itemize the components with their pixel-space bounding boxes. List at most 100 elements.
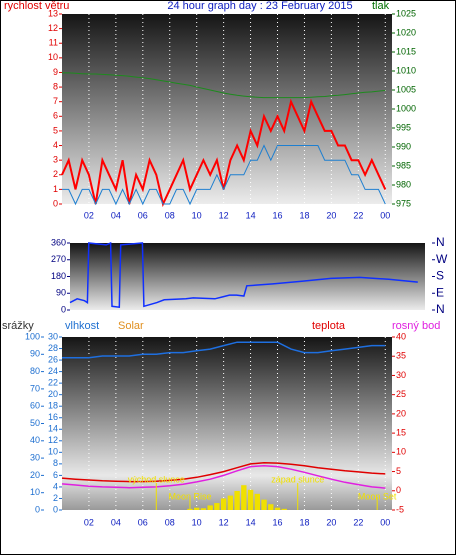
x-tick-label: 22 [353,517,363,527]
y-tick-label: 1000 [396,103,416,113]
y-tick-label: 20 [396,408,406,418]
y-tick-label: 40 [396,331,406,341]
solar-bar [247,489,254,510]
y-tick-label: 80 [30,366,40,376]
y-tick-label: 4 [53,140,58,150]
y-tick-label: 2 [53,169,58,179]
y-tick-label: 2 [53,493,58,503]
y-tick-label: 100 [25,331,40,341]
annotation: západ slunce [271,474,324,484]
y-tick-label: 990 [396,141,411,151]
y-tick-label: 1005 [396,84,416,94]
y-tick-label: N [436,235,445,249]
solar-bar [227,495,234,510]
series-line [62,144,386,206]
series-line [62,72,386,99]
plot-area [70,243,425,310]
x-tick-label: 12 [219,517,229,527]
solar-bar [261,499,267,510]
y-tick-label: E [436,285,444,299]
y-tick-label: 0 [35,504,40,514]
y-tick-label: 90 [30,349,40,359]
y-tick-label: 70 [30,383,40,393]
solar-bar [268,504,274,510]
y-tick-label: 30 [30,452,40,462]
y-tick-label: 20 [30,470,40,480]
y-tick-label: 360 [51,237,66,247]
x-tick-label: 20 [326,517,336,527]
y-tick-label: 985 [396,160,411,170]
y-tick-label: 30 [48,331,58,341]
x-tick-label: 14 [246,517,256,527]
x-tick-label: 00 [380,210,390,220]
x-tick-label: 12 [219,210,229,220]
y-tick-label: 0 [53,504,58,514]
y-tick-label: 0 [61,304,66,314]
y-tick-label: 13 [48,8,58,18]
series-line [69,241,418,309]
x-tick-label: 08 [165,210,175,220]
x-tick-label: 18 [299,210,309,220]
y-tick-label: -5 [396,504,404,514]
y-tick-label: 4 [53,481,58,491]
solar-bar [207,505,213,510]
y-tick-label: 180 [51,271,66,281]
y-tick-label: 5 [53,125,58,135]
y-tick-label: 1025 [396,8,416,18]
series-line [62,341,386,359]
solar-bar [200,508,207,510]
x-tick-label: 14 [246,210,256,220]
y-tick-label: 8 [53,458,58,468]
y-tick-label: 14 [48,424,58,434]
x-tick-label: 22 [353,210,363,220]
axis-label: tlak [372,0,390,12]
y-tick-label: 1010 [396,65,416,75]
y-tick-label: 975 [396,198,411,208]
x-tick-label: 16 [273,517,283,527]
axis-label: rychlost větru [4,0,69,12]
y-tick-label: S [436,269,444,283]
legend-label: teplota [312,320,346,332]
y-tick-label: 0 [396,485,401,495]
x-tick-label: 16 [273,210,283,220]
y-tick-label: 25 [396,389,406,399]
y-tick-label: 1015 [396,46,416,56]
x-tick-label: 04 [111,210,121,220]
y-tick-label: 6 [53,470,58,480]
y-tick-label: W [436,252,448,266]
y-tick-label: N [436,302,445,316]
y-tick-label: 18 [48,401,58,411]
solar-bar [214,503,220,510]
y-tick-label: 0 [53,198,58,208]
solar-bar [234,490,240,510]
annotation: Moon Rise [168,491,211,501]
solar-bar [274,507,281,510]
y-tick-label: 270 [51,254,66,264]
solar-bar [241,485,247,510]
y-tick-label: 9 [53,67,58,77]
solar-bar [220,498,227,510]
annotation: Moon Set [358,491,397,501]
x-tick-label: 18 [299,517,309,527]
y-tick-label: 10 [48,52,58,62]
y-tick-label: 26 [48,354,58,364]
x-tick-label: 02 [84,210,94,220]
x-tick-label: 04 [111,517,121,527]
y-tick-label: 11 [49,38,58,48]
y-tick-label: 35 [396,351,406,361]
series-line [61,461,386,483]
y-tick-label: 6 [53,111,58,121]
x-tick-label: 06 [138,517,148,527]
y-tick-label: 995 [396,122,411,132]
y-tick-label: 10 [48,447,58,457]
legend-label: rosný bod [392,320,440,332]
axis-label: srážky [2,320,34,332]
solar-bar [254,493,260,510]
chart-title: 24 hour graph day : 23 February 2015 [167,0,352,12]
y-tick-label: 20 [48,389,58,399]
y-tick-label: 1 [53,184,58,194]
series-line [61,465,386,489]
y-tick-label: 15 [396,427,406,437]
x-tick-label: 00 [380,517,390,527]
y-tick-label: 30 [396,370,406,380]
